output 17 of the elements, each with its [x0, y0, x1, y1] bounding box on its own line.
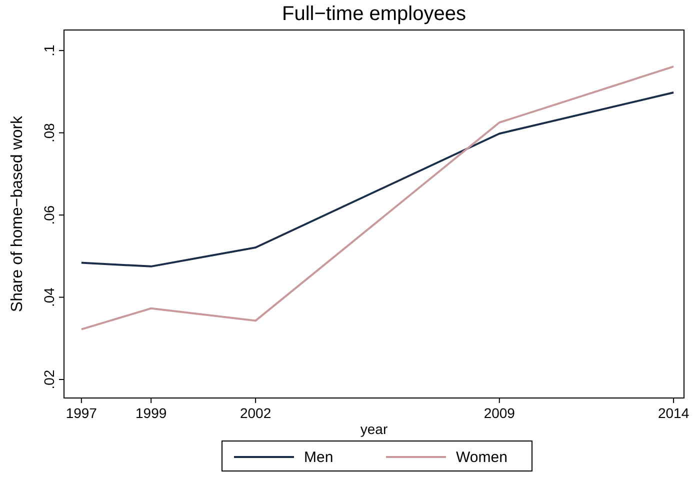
legend-label: Women — [456, 449, 508, 466]
y-tick-label: .08 — [41, 122, 57, 143]
legend-label: Men — [304, 449, 334, 466]
x-tick-label: 1997 — [66, 405, 98, 421]
y-axis-title: Share of home−based work — [9, 114, 26, 312]
x-tick-label: 2002 — [240, 405, 272, 421]
y-tick-label: .1 — [41, 44, 57, 56]
x-axis-title: year — [360, 421, 388, 437]
line-series — [80, 66, 675, 330]
line-series — [80, 92, 675, 268]
y-tick-label: .04 — [41, 287, 57, 307]
x-tick-label: 1999 — [136, 405, 167, 421]
x-tick-label: 2014 — [658, 405, 690, 421]
x-tick-label: 2009 — [484, 405, 516, 421]
chart-title: Full−time employees — [282, 3, 466, 25]
y-tick-label: .02 — [41, 370, 57, 390]
y-tick-label: .06 — [41, 205, 57, 225]
